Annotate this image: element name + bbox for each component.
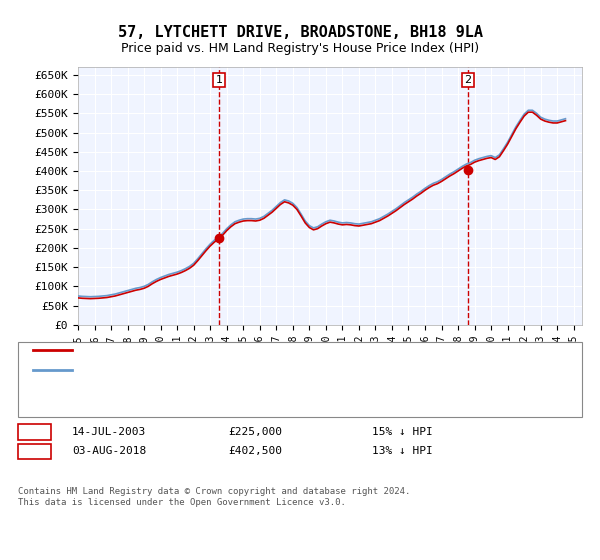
Text: 1: 1: [215, 75, 223, 85]
Text: £402,500: £402,500: [228, 446, 282, 456]
Text: 03-AUG-2018: 03-AUG-2018: [72, 446, 146, 456]
Text: HPI: Average price, detached house, Bournemouth Christchurch and Poole: HPI: Average price, detached house, Bour…: [75, 365, 512, 375]
Text: 15% ↓ HPI: 15% ↓ HPI: [372, 427, 433, 437]
Text: Price paid vs. HM Land Registry's House Price Index (HPI): Price paid vs. HM Land Registry's House …: [121, 42, 479, 55]
Text: 2: 2: [31, 445, 38, 458]
Text: £225,000: £225,000: [228, 427, 282, 437]
Text: 14-JUL-2003: 14-JUL-2003: [72, 427, 146, 437]
Text: 57, LYTCHETT DRIVE, BROADSTONE, BH18 9LA (detached house): 57, LYTCHETT DRIVE, BROADSTONE, BH18 9LA…: [75, 345, 431, 355]
Text: 57, LYTCHETT DRIVE, BROADSTONE, BH18 9LA: 57, LYTCHETT DRIVE, BROADSTONE, BH18 9LA: [118, 25, 482, 40]
Text: 2: 2: [464, 75, 472, 85]
Text: 1: 1: [31, 425, 38, 438]
Text: 13% ↓ HPI: 13% ↓ HPI: [372, 446, 433, 456]
Text: Contains HM Land Registry data © Crown copyright and database right 2024.
This d: Contains HM Land Registry data © Crown c…: [18, 487, 410, 507]
